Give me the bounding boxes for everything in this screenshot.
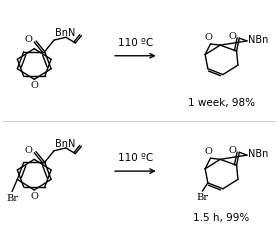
Text: O: O (25, 146, 33, 155)
Text: BnN: BnN (55, 28, 75, 38)
Text: 1 week, 98%: 1 week, 98% (188, 98, 255, 108)
Text: O: O (204, 33, 212, 42)
Text: O: O (204, 147, 212, 156)
Text: O: O (228, 32, 236, 41)
Text: 110 ºC: 110 ºC (118, 153, 153, 163)
Text: 1.5 h, 99%: 1.5 h, 99% (193, 213, 250, 223)
Text: Br: Br (6, 194, 18, 202)
Text: Br: Br (196, 193, 208, 201)
Text: O: O (30, 81, 38, 90)
Text: 110 ºC: 110 ºC (118, 38, 153, 47)
Text: O: O (30, 192, 38, 201)
Text: NBn: NBn (248, 149, 268, 159)
Text: NBn: NBn (248, 35, 268, 45)
Text: O: O (228, 146, 236, 155)
Text: O: O (25, 35, 33, 44)
Text: BnN: BnN (55, 139, 75, 149)
